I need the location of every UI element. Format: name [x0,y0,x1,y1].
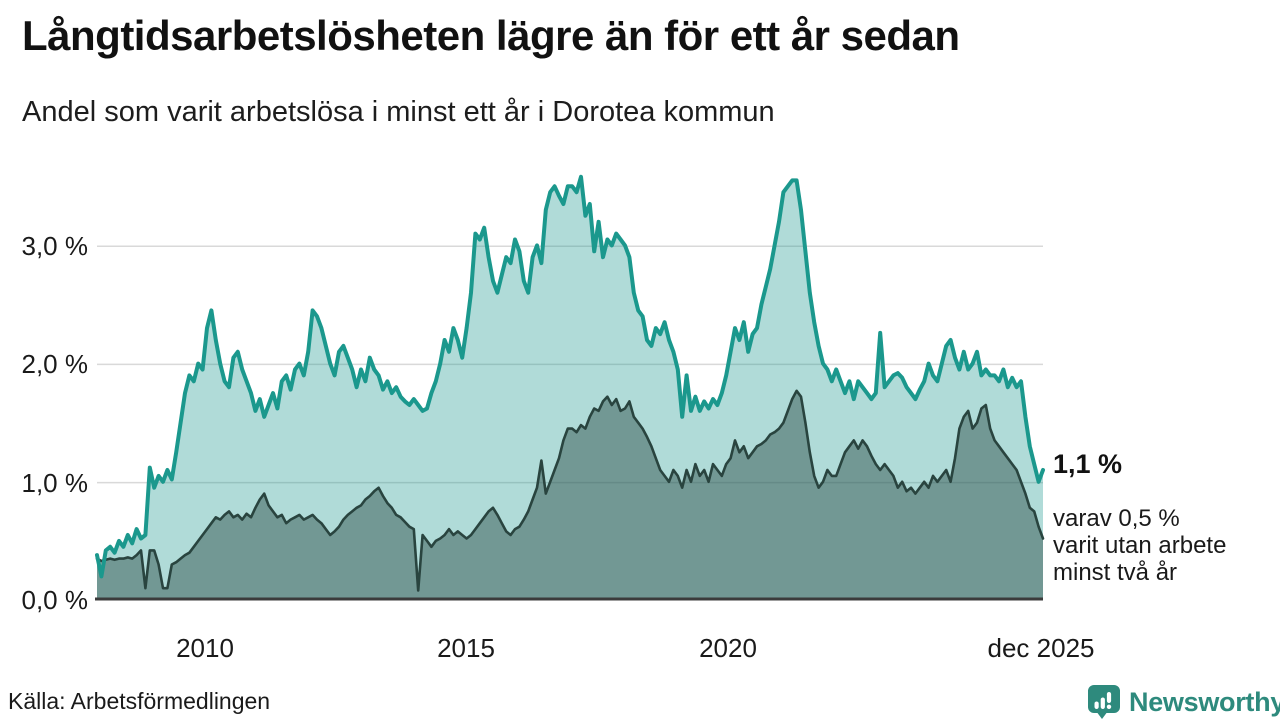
annotation-line-2: varit utan arbete [1053,532,1227,559]
y-tick-label-1: 1,0 % [21,468,89,498]
y-tick-label-0: 0,0 % [21,585,89,615]
y-tick-label-3: 3,0 % [21,231,89,261]
x-tick-label-dec2025: dec 2025 [987,633,1095,663]
newsworthy-logo-text: Newsworthy [1129,686,1280,717]
x-tick-label-2010: 2010 [176,633,234,663]
chart-subtitle: Andel som varit arbetslösa i minst ett å… [22,96,775,128]
annotation-line-3: minst två år [1053,559,1178,586]
y-tick-label-2: 2,0 % [21,349,89,379]
latest-value-label: 1,1 % [1053,449,1123,479]
newsworthy-bubble-chart-icon [1086,684,1122,720]
annotation-text: varav 0,5 % varit utan arbete minst två … [1053,505,1273,586]
source-credit: Källa: Arbetsförmedlingen [8,688,271,714]
line-total-unemployed [95,174,1045,579]
area-fill-total-unemployed [97,176,1043,601]
x-tick-label-2015: 2015 [437,633,495,663]
line-twoyear-unemployed [95,389,1045,592]
area-fill-twoyear-unemployed [97,390,1043,600]
annotation-line-1: varav 0,5 % [1053,505,1180,532]
page-title: Långtidsarbetslösheten lägre än för ett … [22,12,960,59]
x-tick-label-2020: 2020 [699,633,757,663]
newsworthy-logo[interactable]: Newsworthy [1086,684,1280,720]
